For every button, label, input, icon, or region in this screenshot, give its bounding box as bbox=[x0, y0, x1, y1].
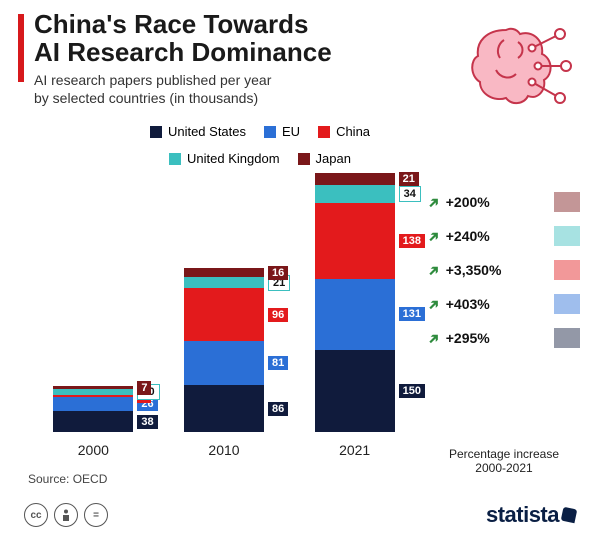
title-line1: China's Race Towards bbox=[34, 10, 440, 38]
subtitle-line2: by selected countries (in thousands) bbox=[34, 90, 258, 106]
nd-icon: = bbox=[84, 503, 108, 527]
bar-segment-us: 86 bbox=[184, 385, 264, 432]
legend-item: United States bbox=[150, 124, 246, 139]
stacked-bar: 38264107 bbox=[53, 386, 133, 432]
value-label: 16 bbox=[268, 266, 288, 280]
arrow-up-icon: ➔ bbox=[424, 192, 444, 212]
increase-caption-2: 2000-2021 bbox=[475, 461, 532, 475]
legend: United States EU China United Kingdom Japan bbox=[70, 124, 450, 166]
increase-row: ➔+403% bbox=[428, 294, 580, 314]
legend-item: United Kingdom bbox=[169, 151, 280, 166]
increase-caption: Percentage increase 2000-2021 bbox=[428, 448, 580, 476]
arrow-up-icon: ➔ bbox=[424, 260, 444, 280]
brain-network-icon bbox=[466, 20, 576, 110]
increase-value: +3,350% bbox=[446, 262, 510, 278]
bar-segment-uk: 10 bbox=[53, 389, 133, 394]
value-label: 150 bbox=[399, 384, 425, 398]
x-label: 2021 bbox=[315, 442, 395, 458]
legend-swatch bbox=[150, 126, 162, 138]
x-label: 2010 bbox=[184, 442, 264, 458]
increase-panel: ➔+200% ➔+240% ➔+3,350% ➔+403% ➔+295% bbox=[428, 192, 580, 348]
increase-value: +403% bbox=[446, 296, 510, 312]
arrow-up-icon: ➔ bbox=[424, 226, 444, 246]
value-label: 86 bbox=[268, 402, 288, 416]
bar-segment-eu: 26 bbox=[53, 397, 133, 411]
increase-row: ➔+295% bbox=[428, 328, 580, 348]
statista-logo: statista bbox=[486, 502, 576, 528]
bar-segment-japan: 7 bbox=[53, 386, 133, 390]
legend-label: United States bbox=[168, 124, 246, 139]
legend-item: China bbox=[318, 124, 370, 139]
footer: cc = statista bbox=[24, 502, 576, 528]
stacked-bar: 1501311383421 bbox=[315, 173, 395, 432]
increase-swatch bbox=[554, 192, 580, 212]
bar-segment-us: 150 bbox=[315, 350, 395, 432]
bar-segment-japan: 21 bbox=[315, 173, 395, 184]
legend-label: China bbox=[336, 124, 370, 139]
legend-item: Japan bbox=[298, 151, 351, 166]
value-label: 21 bbox=[399, 172, 419, 186]
arrow-up-icon: ➔ bbox=[424, 328, 444, 348]
x-label: 2000 bbox=[53, 442, 133, 458]
bar-segment-uk: 34 bbox=[315, 185, 395, 204]
cc-license-icons: cc = bbox=[24, 503, 108, 527]
increase-value: +200% bbox=[446, 194, 510, 210]
legend-swatch bbox=[298, 153, 310, 165]
chart-area: 3826410786819621161501311383421 20002010… bbox=[28, 170, 420, 458]
increase-swatch bbox=[554, 260, 580, 280]
increase-swatch bbox=[554, 328, 580, 348]
value-label: 96 bbox=[268, 308, 288, 322]
legend-label: United Kingdom bbox=[187, 151, 280, 166]
bar-segment-eu: 81 bbox=[184, 341, 264, 385]
legend-swatch bbox=[318, 126, 330, 138]
title-line2: AI Research Dominance bbox=[34, 38, 440, 66]
legend-swatch bbox=[169, 153, 181, 165]
value-label: 131 bbox=[399, 307, 425, 321]
increase-value: +295% bbox=[446, 330, 510, 346]
title-block: China's Race Towards AI Research Dominan… bbox=[34, 10, 440, 107]
legend-label: Japan bbox=[316, 151, 351, 166]
subtitle-line1: AI research papers published per year bbox=[34, 72, 271, 88]
source-label: Source: OECD bbox=[28, 472, 107, 486]
legend-item: EU bbox=[264, 124, 300, 139]
value-label: 34 bbox=[399, 186, 421, 202]
increase-row: ➔+3,350% bbox=[428, 260, 580, 280]
increase-value: +240% bbox=[446, 228, 510, 244]
increase-caption-1: Percentage increase bbox=[449, 447, 559, 461]
value-label: 138 bbox=[399, 234, 425, 248]
arrow-up-icon: ➔ bbox=[424, 294, 444, 314]
increase-row: ➔+200% bbox=[428, 192, 580, 212]
subtitle: AI research papers published per year by… bbox=[34, 72, 440, 107]
value-label: 7 bbox=[137, 381, 151, 395]
x-axis-labels: 2000 2010 2021 bbox=[28, 442, 420, 458]
increase-swatch bbox=[554, 294, 580, 314]
accent-bar bbox=[18, 14, 24, 82]
bar-segment-china: 138 bbox=[315, 203, 395, 278]
cc-icon: cc bbox=[24, 503, 48, 527]
bar-segment-china: 4 bbox=[53, 395, 133, 397]
brand-glyph-icon bbox=[561, 507, 578, 524]
value-label: 81 bbox=[268, 356, 288, 370]
increase-row: ➔+240% bbox=[428, 226, 580, 246]
bar-segment-us: 38 bbox=[53, 411, 133, 432]
increase-swatch bbox=[554, 226, 580, 246]
legend-label: EU bbox=[282, 124, 300, 139]
brand-text: statista bbox=[486, 502, 559, 528]
bar-segment-uk: 21 bbox=[184, 277, 264, 288]
bar-segment-eu: 131 bbox=[315, 279, 395, 351]
bar-segment-china: 96 bbox=[184, 288, 264, 340]
stacked-bar: 8681962116 bbox=[184, 268, 264, 432]
bar-segment-japan: 16 bbox=[184, 268, 264, 277]
value-label: 38 bbox=[137, 415, 157, 429]
by-icon bbox=[54, 503, 78, 527]
legend-swatch bbox=[264, 126, 276, 138]
bars-container: 3826410786819621161501311383421 bbox=[28, 170, 420, 432]
